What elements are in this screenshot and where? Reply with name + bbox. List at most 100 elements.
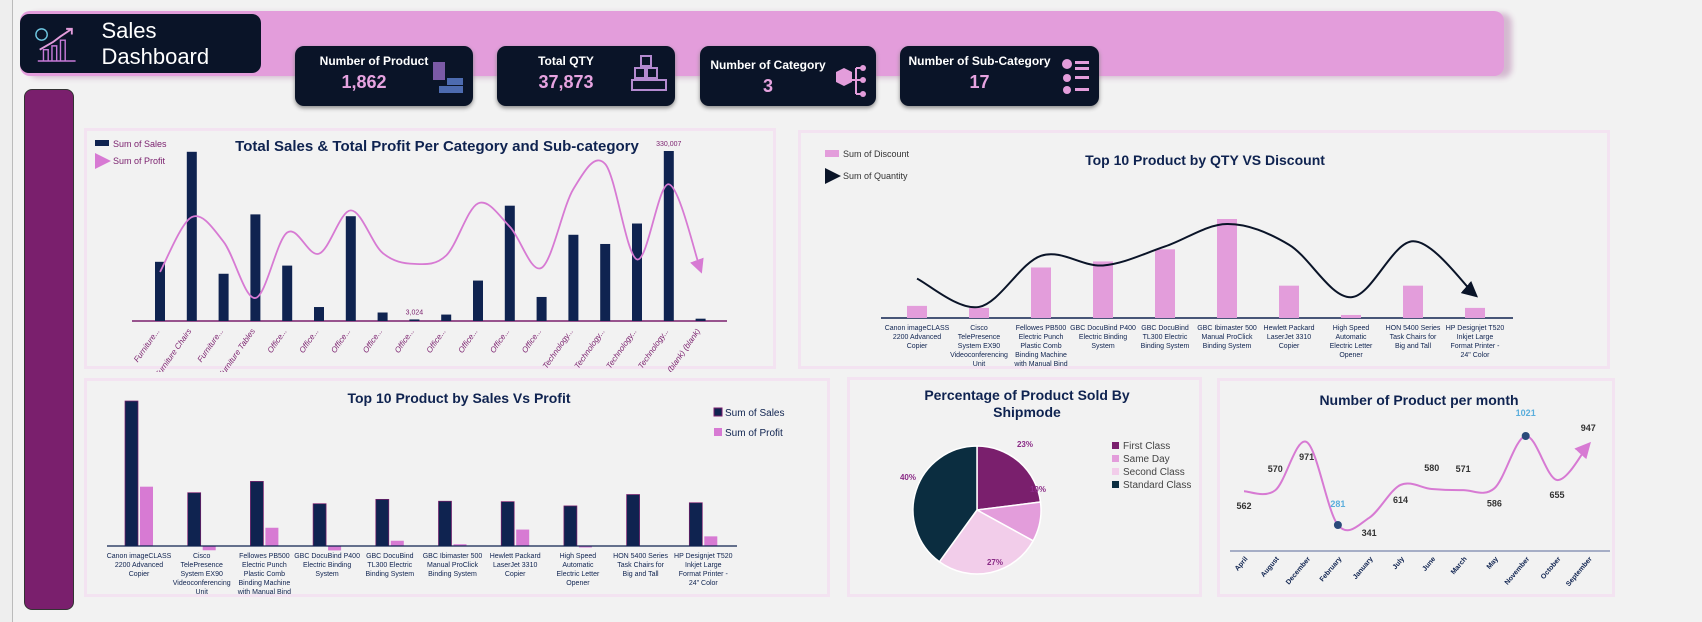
legend-label-profit: Sum of Profit: [725, 428, 783, 439]
x-tick-label: June: [1421, 556, 1437, 573]
bar-profit: [704, 536, 718, 546]
x-tick-label: GBC DocuBind P400 Electric Binding System: [294, 553, 360, 578]
kpi-label: Number of Sub-Category: [908, 54, 1051, 68]
x-tick-label: High Speed Automatic Electric Letter Opener: [557, 553, 600, 587]
bar-discount: [1341, 314, 1361, 318]
bar-sales: [250, 214, 261, 321]
x-tick-label: GBC DocuBind TL300 Electric Binding System: [1141, 325, 1190, 350]
x-tick-label: Office...: [297, 327, 320, 355]
x-tick-label: Office...: [329, 327, 352, 355]
data-label: 570: [1268, 464, 1283, 474]
pie-slice: [912, 445, 978, 563]
bar-profit: [202, 546, 216, 551]
chart-top10-sales-vs-profit: Top 10 Product by Sales Vs Profit Sum of …: [84, 378, 830, 597]
boxes-stack-icon: [631, 55, 667, 91]
category-tree-icon: [836, 65, 866, 97]
bar-profit: [140, 486, 153, 546]
bar-profit: [390, 540, 404, 546]
legend-swatch-discount: [825, 150, 839, 157]
products-grid-icon: [433, 62, 463, 93]
x-tick-label: HON 5400 Series Task Chairs for Big and Ta…: [613, 553, 668, 578]
x-tick-label: Hewlett Packard LaserJet 3310 Copier: [1264, 325, 1315, 350]
bar-sales: [345, 216, 356, 321]
sidebar-panel: [24, 89, 74, 610]
pie-slice: [976, 445, 1042, 511]
x-tick-label: HP Designjet T520 Inkjet Large Format Prin…: [674, 553, 733, 587]
kpi-value: 17: [969, 72, 990, 92]
bar-sales: [218, 273, 229, 321]
bar-sales: [695, 318, 706, 321]
data-label: 571: [1456, 464, 1471, 474]
legend-label: First Class: [1123, 441, 1170, 452]
chart-title-line2: Shipmode: [993, 404, 1061, 420]
bar-sales: [124, 400, 139, 547]
line-products: [1243, 435, 1591, 532]
data-label: 655: [1549, 490, 1564, 500]
bar-discount: [907, 305, 927, 318]
sales-growth-icon: [35, 27, 76, 62]
x-tick-label: October: [1540, 556, 1563, 581]
data-label: 341: [1362, 528, 1377, 538]
row-header-gutter: [0, 0, 13, 622]
data-label: 40%: [900, 473, 916, 482]
chart-title: Total Sales & Total Profit Per Category …: [235, 138, 639, 155]
data-label: 10%: [1030, 485, 1046, 494]
bar-sales: [663, 151, 674, 321]
legend-swatch-sales: [95, 140, 109, 146]
chart-shipmode-pie: Percentage of Product Sold By Shipmode 23%…: [847, 377, 1202, 597]
chart-title: Top 10 Product by QTY VS Discount: [1085, 152, 1325, 168]
legend-label-sales: Sum of Sales: [113, 139, 167, 149]
x-tick-label: March: [1450, 556, 1469, 576]
legend-label-sales: Sum of Sales: [725, 408, 784, 419]
bar-sales: [250, 481, 264, 547]
legend-label: Standard Class: [1123, 480, 1191, 491]
x-tick-label: Canon imageCLASS 2200 Advanced Copier: [885, 325, 950, 350]
bar-sales: [536, 296, 547, 321]
bar-discount: [969, 307, 989, 318]
bar-sales: [375, 498, 390, 547]
x-tick-label: Office...: [456, 327, 479, 355]
highlight-marker: [1521, 432, 1530, 440]
kpi-value: 3: [762, 76, 773, 96]
kpi-number-of-sub-category: Number of Sub-Category 17: [900, 46, 1099, 106]
x-tick-label: Canon imageCLASS 2200 Advanced Copier: [107, 553, 172, 578]
bar-sales: [312, 503, 327, 547]
bar-sales: [500, 501, 515, 547]
x-tick-label: Furniture...: [196, 327, 226, 364]
kpi-number-of-category: Number of Category 3: [700, 46, 876, 106]
bar-profit: [453, 544, 467, 546]
bar-discount: [1155, 249, 1175, 318]
bar-sales: [314, 307, 324, 321]
bar-sales: [568, 234, 579, 321]
data-label: 586: [1487, 498, 1502, 508]
bar-discount: [1465, 307, 1485, 318]
x-tick-label: Office...: [393, 327, 416, 355]
bar-sales: [377, 312, 388, 321]
x-tick-label: Cisco TelePresence System EX90 Videoconfere…: [950, 325, 1008, 368]
bar-discount: [1403, 285, 1423, 318]
x-tick-label: GBC DocuBind P400 Electric Binding System: [1070, 325, 1136, 350]
x-tick-label: January: [1352, 556, 1375, 581]
x-tick-label: April: [1234, 556, 1250, 573]
dashboard-title-box: Sales Dashboard: [20, 14, 261, 73]
data-label: 947: [1581, 423, 1596, 433]
data-label: 330,007: [656, 141, 681, 148]
bar-sales: [155, 261, 165, 321]
kpi-label: Number of Product: [319, 54, 429, 68]
kpi-number-of-product: Number of Product 1,862: [295, 46, 473, 106]
legend-swatch: [1112, 468, 1119, 475]
chart-top10-qty-vs-discount: Top 10 Product by QTY VS Discount Sum of …: [798, 130, 1610, 369]
x-tick-label: July: [1392, 556, 1406, 571]
legend-label-discount: Sum of Discount: [843, 149, 910, 159]
legend-label-quantity: Sum of Quantity: [843, 171, 908, 181]
legend-label-profit: Sum of Profit: [113, 156, 166, 166]
legend-label: Second Class: [1123, 467, 1185, 478]
x-tick-label: Office...: [425, 327, 448, 355]
bar-sales: [409, 319, 420, 321]
bar-discount: [1279, 285, 1299, 318]
x-tick-label: GBC Ibimaster 500 Manual ProClick Binding …: [423, 553, 483, 578]
bar-sales: [504, 205, 515, 321]
bar-sales: [632, 223, 642, 321]
legend-swatch: [1112, 442, 1119, 449]
chart-sales-profit-by-subcategory: Total Sales & Total Profit Per Category …: [84, 128, 776, 372]
